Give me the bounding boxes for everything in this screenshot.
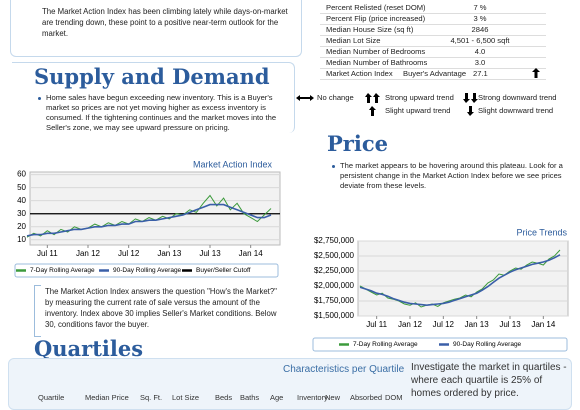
y-tick-label: 60: [17, 170, 26, 179]
stats-row: Percent Relisted (reset DOM) 7 %: [320, 2, 546, 14]
column-header: Inventory: [297, 393, 328, 402]
stats-row: Median Lot Size 4,501 - 6,500 sqft: [320, 35, 546, 47]
plot-area: [357, 240, 569, 317]
x-tick-label: Jan 14: [531, 320, 556, 329]
legend-label: 90-Day Rolling Average: [453, 341, 522, 348]
note-bracket: [34, 285, 41, 337]
x-tick-label: Jan 13: [157, 249, 182, 258]
series-line: [26, 203, 272, 237]
market-action-chart: Market Action Index 10 20 30 40 50 60 Jul 11 Jan…: [14, 159, 281, 278]
quartile-text: Investigate the market in quartiles - wh…: [411, 362, 567, 399]
column-header: Median Price: [85, 393, 129, 402]
stats-row: Market Action Index Buyer's Advantage 27.1: [320, 68, 546, 80]
stat-value: 27.1: [473, 69, 488, 78]
price-heading: Price: [327, 131, 388, 156]
legend-label: 7-Day Rolling Average: [30, 267, 95, 274]
chart-title: Price Trends: [516, 227, 567, 237]
trend-icons: [296, 93, 478, 116]
supply-frame: [12, 62, 295, 133]
trend-icon: [532, 68, 540, 78]
trend-label: No change: [317, 93, 354, 102]
x-tick-label: Jan 13: [465, 320, 490, 329]
column-header: Sq. Ft.: [140, 393, 163, 402]
legend-label: Buyer/Seller Cutoff: [196, 267, 251, 274]
chart-title: Market Action Index: [193, 159, 273, 169]
column-header: Lot Size: [172, 393, 200, 402]
trend-label: Slight upward trend: [385, 106, 451, 115]
page: The Market Action Index has been climbin…: [8, 0, 572, 410]
column-header: DOM: [385, 393, 403, 402]
stats-row: Median House Size (sq ft) 2846: [320, 24, 546, 36]
y-tick-label: $2,750,000: [314, 236, 355, 245]
stats-row: Median Number of Bathrooms 3.0: [320, 57, 546, 69]
y-tick-label: $2,250,000: [314, 266, 355, 275]
x-tick-label: Jul 11: [37, 249, 58, 258]
trend-label: Strong downward trend: [478, 93, 557, 102]
bullet: [332, 165, 335, 168]
mai-note: The Market Action Index answers the ques…: [45, 287, 277, 329]
stat-label: Median Number of Bedrooms: [326, 47, 426, 56]
series-line: [26, 194, 272, 238]
y-tick-label: 10: [17, 235, 26, 244]
stat-value: 3 %: [473, 14, 487, 23]
stat-value: 3.0: [474, 58, 486, 67]
stat-value: 4,501 - 6,500 sqft: [450, 36, 510, 45]
y-tick-label: 30: [17, 209, 26, 218]
y-tick-label: 20: [17, 222, 26, 231]
supply-heading: Supply and Demand: [34, 64, 270, 89]
stat-label: Median Number of Bathrooms: [326, 58, 428, 67]
x-tick-label: Jul 11: [366, 320, 387, 329]
stat-value: 4.0: [474, 47, 486, 56]
stat-value: 2846: [471, 25, 489, 34]
x-tick-label: Jan 12: [398, 320, 423, 329]
stats-row: Percent Flip (price increased) 3 %: [320, 13, 546, 25]
y-tick-label: 50: [17, 183, 26, 192]
quartiles-heading: Quartiles: [34, 336, 144, 361]
trend-label: Slight downward trend: [478, 106, 554, 115]
stats-row: Median Number of Bedrooms 4.0: [320, 46, 546, 58]
intro-box: [10, 0, 302, 57]
plot-area: [29, 171, 281, 246]
intro-text: The Market Action Index has been climbin…: [42, 7, 288, 38]
column-header: New: [325, 393, 341, 402]
trend-label: Strong upward trend: [385, 93, 454, 102]
stat-status: Buyer's Advantage: [403, 69, 467, 78]
y-tick-label: $2,500,000: [314, 251, 355, 260]
stat-value: 7 %: [473, 3, 487, 12]
stat-label: Percent Flip (price increased): [326, 14, 426, 23]
stat-label: Median Lot Size: [326, 36, 381, 45]
column-header: Absorbed: [350, 393, 383, 402]
column-header: Age: [270, 393, 284, 402]
quartile-subtitle: Characteristics per Quartile: [283, 364, 405, 375]
column-header: Quartile: [38, 393, 65, 402]
x-tick-label: Jul 12: [433, 320, 455, 329]
supply-text: Home sales have begun exceeding new inve…: [46, 93, 277, 132]
x-tick-label: Jan 14: [239, 249, 264, 258]
legend-label: 7-Day Rolling Average: [353, 341, 418, 348]
stat-label: Percent Relisted (reset DOM): [326, 3, 426, 12]
y-tick-label: 40: [17, 196, 26, 205]
column-header: Baths: [240, 393, 260, 402]
legend-label: 90-Day Rolling Average: [113, 267, 182, 274]
x-tick-label: Jul 12: [118, 249, 140, 258]
y-tick-label: $2,000,000: [314, 281, 355, 290]
price-chart: Price Trends $1,500,000 $1,750,000 $2,000,0…: [312, 227, 569, 352]
stat-label: Market Action Index: [326, 69, 393, 78]
stat-label: Median House Size (sq ft): [326, 25, 414, 34]
legend-box: [14, 263, 279, 278]
x-tick-label: Jul 13: [199, 249, 221, 258]
bullet: [38, 97, 41, 100]
x-tick-label: Jul 13: [499, 320, 521, 329]
y-tick-label: $1,750,000: [314, 296, 355, 305]
y-tick-label: $1,500,000: [314, 311, 355, 320]
series-line: [359, 254, 561, 307]
column-header: Beds: [215, 393, 233, 402]
price-text: The market appears to be hovering around…: [340, 161, 563, 190]
x-tick-label: Jan 12: [76, 249, 101, 258]
